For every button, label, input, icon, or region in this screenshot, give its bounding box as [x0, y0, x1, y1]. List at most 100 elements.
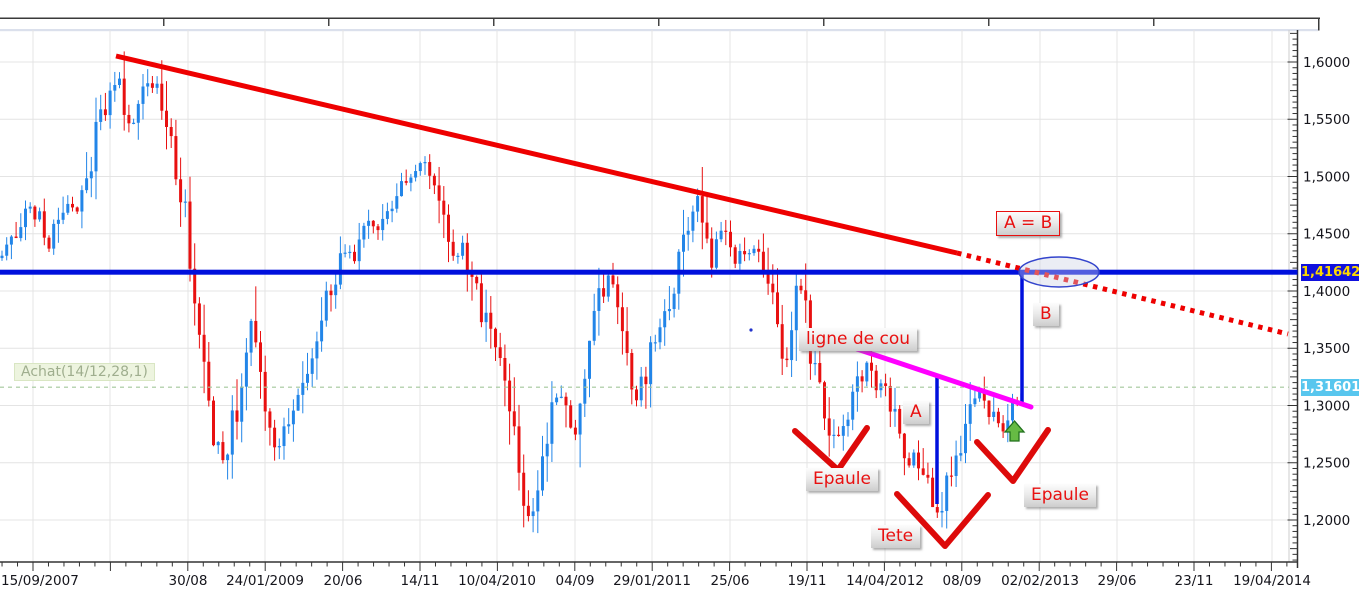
candle-body [310, 358, 314, 374]
candle-body [860, 376, 864, 382]
candle-body [724, 230, 728, 232]
candle-body [757, 248, 761, 252]
head-mark[interactable] [894, 491, 991, 549]
resistance-line [0, 269, 1298, 275]
candle-body [874, 370, 878, 391]
candle-body [432, 175, 436, 186]
candle-body [823, 382, 826, 419]
x-axis-label: 08/09 [943, 573, 982, 589]
candle-body [113, 85, 117, 91]
x-axis-label: 19/04/2014 [1233, 573, 1311, 589]
candle-body [602, 288, 606, 297]
up-arrow-icon[interactable] [1003, 420, 1026, 442]
candle-body [320, 320, 324, 342]
candle-body [902, 433, 906, 459]
candle-body [423, 162, 427, 164]
candle-body [141, 86, 145, 104]
candle-body [451, 241, 455, 256]
candle-body [635, 389, 638, 401]
descending-trendline[interactable] [115, 53, 958, 256]
candle-body [99, 109, 103, 122]
candle-body [785, 358, 789, 361]
stray-dot [749, 328, 753, 332]
trendline-dotted-extension[interactable] [956, 250, 1289, 337]
candle-body [338, 253, 342, 285]
candle-body [888, 385, 892, 412]
candle-body [761, 251, 765, 274]
candle-body [940, 510, 944, 513]
candle-body [230, 410, 234, 455]
candle-body [564, 396, 568, 406]
candle-body [620, 307, 624, 332]
annotation-neckline-label[interactable]: ligne de cou [799, 328, 918, 352]
indicator-label: Achat(14/12,28,1) [14, 363, 155, 381]
candle-body [714, 239, 718, 268]
candle-body [489, 312, 493, 329]
candle-body [418, 163, 422, 172]
x-axis-label: 14/11 [401, 573, 440, 589]
candle-body [291, 410, 295, 425]
candle-body [14, 236, 18, 239]
candle-body [259, 342, 262, 372]
candle-body [207, 361, 211, 401]
candle-body [127, 114, 131, 124]
candle-body [315, 341, 319, 359]
candle-body [71, 203, 74, 208]
candle-body [550, 402, 554, 444]
candle-body [282, 426, 286, 447]
x-axis-label: 24/01/2009 [226, 573, 304, 589]
candle-body [752, 248, 756, 254]
candle-body [381, 218, 385, 231]
candle-body [306, 373, 309, 383]
annotation-head[interactable]: Tete [871, 525, 921, 549]
candle-body [437, 185, 441, 201]
candle-body [663, 311, 667, 328]
candle-body [870, 362, 873, 371]
candle-body [5, 244, 9, 256]
breakout-ellipse[interactable] [1018, 256, 1100, 288]
candle-body [226, 454, 230, 461]
candle-body [653, 342, 657, 344]
left-shoulder-mark[interactable] [792, 425, 870, 473]
right-shoulder-mark[interactable] [974, 427, 1051, 484]
candle-body [385, 211, 389, 219]
candle-body [249, 320, 253, 353]
candle-body [357, 239, 361, 262]
candle-body [738, 251, 742, 264]
candle-body [371, 220, 375, 227]
candle-body [766, 273, 770, 284]
candle-body [28, 206, 32, 209]
candle-body [1011, 400, 1014, 421]
candle-body [931, 477, 935, 508]
candle-body [1001, 423, 1005, 432]
candle-body [964, 423, 967, 454]
candle-body [447, 214, 450, 242]
candle-body [588, 340, 591, 379]
candle-body [353, 251, 356, 262]
candle-body [155, 83, 159, 88]
candle-body [498, 347, 502, 358]
candle-body [747, 253, 751, 255]
candle-body [968, 404, 972, 424]
annotation-measure-b[interactable]: B [1033, 303, 1059, 327]
top-ruler-tick [823, 19, 825, 26]
top-ruler-tick [163, 19, 165, 26]
candle-body [851, 391, 855, 420]
annotation-a-equals-b[interactable]: A = B [996, 211, 1061, 237]
candle-body [517, 426, 521, 473]
candle-body [592, 310, 596, 341]
candle-body [733, 247, 737, 264]
candle-body [503, 357, 507, 381]
candle-body [287, 424, 291, 427]
annotation-left-shoulder[interactable]: Epaule [806, 468, 878, 492]
neckline[interactable] [854, 346, 1034, 410]
candle-body [841, 426, 845, 436]
x-axis-label: 04/09 [556, 573, 595, 589]
annotation-right-shoulder[interactable]: Epaule [1024, 484, 1096, 508]
annotation-measure-a[interactable]: A [903, 401, 929, 425]
candle-body [409, 177, 413, 183]
candle-body [301, 382, 305, 395]
y-axis-label: 1,6000 [1303, 55, 1350, 71]
candle-body [42, 211, 46, 238]
